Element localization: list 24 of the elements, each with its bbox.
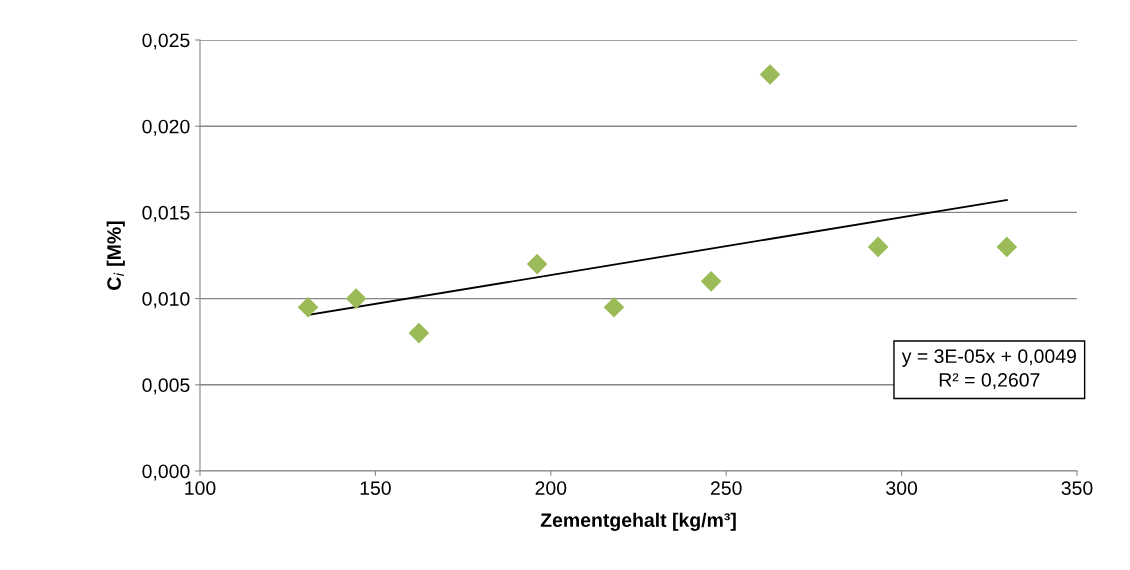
x-tick-label: 350 [1061,481,1093,495]
point [408,322,430,344]
point [700,271,722,292]
point [297,296,319,318]
point [526,253,548,275]
annotation: y = 3E-05x + 0,0049 R² = 0,2607 [901,349,1076,390]
y-tick-label: 0,020 [142,119,190,136]
point [345,288,367,309]
x-tick-label: 300 [886,481,918,495]
point [996,236,1018,258]
point [759,64,781,85]
y-tick-label: 0,005 [142,378,190,395]
point [603,296,625,318]
y-tick-label: 0,000 [142,464,190,481]
x-axis-title: Zementgehalt [kg/m³] [540,512,736,531]
y-axis-title: C$_{i}$ [M%] [106,221,125,290]
x-tick-label: 150 [360,481,391,495]
y-tick-label: 0,010 [142,292,190,309]
x-tick-label: 250 [710,481,742,495]
y-tick-label: 0,025 [142,33,190,50]
y-tick-label: 0,015 [142,205,190,222]
point [867,236,889,258]
x-tick-label: 100 [185,481,216,495]
x-tick-label: 200 [535,481,567,495]
